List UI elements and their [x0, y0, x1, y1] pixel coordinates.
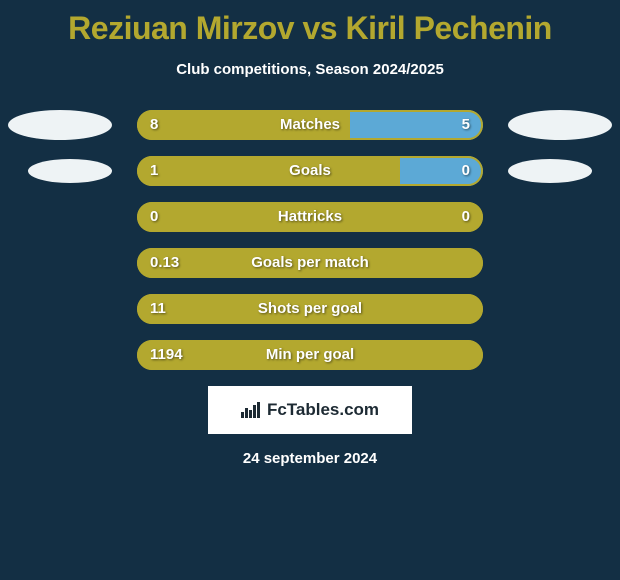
stat-row: 11Shots per goal: [0, 294, 620, 324]
bar-left: [137, 294, 483, 324]
value-left: 0: [150, 202, 158, 232]
brand-badge: FcTables.com: [208, 386, 412, 434]
value-right: 5: [462, 110, 470, 140]
bar-left: [137, 202, 483, 232]
player-left-avatar-small: [28, 159, 112, 183]
player-right-avatar-small: [508, 159, 592, 183]
stat-row: 10Goals: [0, 156, 620, 186]
date-line: 24 september 2024: [0, 450, 620, 467]
value-right: 0: [462, 202, 470, 232]
value-left: 1194: [150, 340, 183, 370]
value-left: 11: [150, 294, 166, 324]
player-left-avatar: [8, 110, 112, 140]
subtitle: Club competitions, Season 2024/2025: [0, 61, 620, 78]
chart-area: 85Matches10Goals00Hattricks0.13Goals per…: [0, 110, 620, 370]
stat-row: 0.13Goals per match: [0, 248, 620, 278]
bar-left: [137, 248, 483, 278]
bar-left: [137, 340, 483, 370]
stat-row: 85Matches: [0, 110, 620, 140]
bar-left: [137, 156, 400, 186]
bar-right: [400, 156, 483, 186]
bar-left: [137, 110, 350, 140]
brand-bars-icon: [241, 402, 261, 418]
player-right-avatar: [508, 110, 612, 140]
value-left: 8: [150, 110, 158, 140]
page-title: Reziuan Mirzov vs Kiril Pechenin: [0, 0, 620, 47]
value-right: 0: [462, 156, 470, 186]
comparison-infographic: Reziuan Mirzov vs Kiril Pechenin Club co…: [0, 0, 620, 580]
stat-row: 1194Min per goal: [0, 340, 620, 370]
brand-text: FcTables.com: [267, 400, 379, 420]
value-left: 1: [150, 156, 158, 186]
stat-row: 00Hattricks: [0, 202, 620, 232]
value-left: 0.13: [150, 248, 179, 278]
